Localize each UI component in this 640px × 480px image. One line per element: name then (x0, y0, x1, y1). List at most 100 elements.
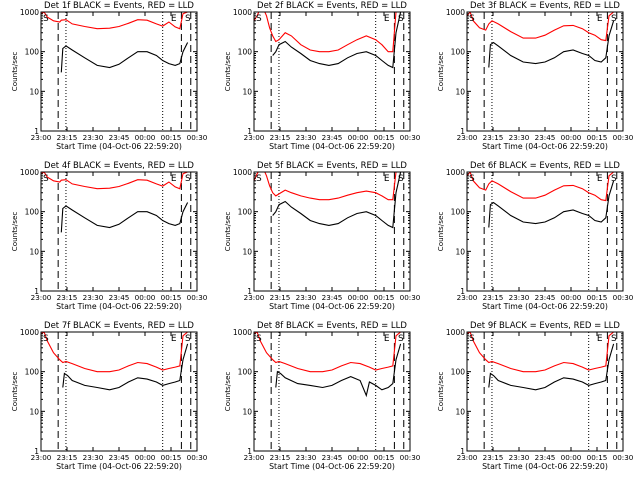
x-tick-label: 23:00 (457, 453, 478, 462)
y-tick-label: 100 (25, 48, 40, 57)
x-tick-label: 23:45 (109, 453, 130, 462)
event-marker-label: S (611, 14, 617, 24)
x-tick-label: 00:15 (161, 293, 182, 302)
x-axis-label: Start Time (04-Oct-06 22:59:20) (56, 142, 182, 151)
series-line-events (272, 12, 402, 69)
chart-title: Det 9f BLACK = Events, RED = LLD (470, 321, 620, 331)
series-line-lld (467, 12, 614, 42)
detector-chart: Det 9f BLACK = Events, RED = LLD 1 10 100 10… (436, 321, 634, 471)
event-marker-label: S (256, 334, 262, 344)
x-tick-label: 00:00 (561, 133, 582, 142)
series-line-events (60, 202, 189, 233)
x-tick-label: 00:15 (587, 133, 608, 142)
plot-area (41, 172, 192, 291)
event-marker-label: S (43, 334, 49, 344)
chart-title: Det 7f BLACK = Events, RED = LLD (44, 321, 194, 331)
event-marker-label: S (398, 14, 404, 24)
x-tick-label: 00:30 (187, 293, 208, 302)
y-tick-label: 1 (460, 447, 465, 456)
y-tick-label: 10 (29, 407, 39, 416)
event-marker-label: S (256, 174, 262, 184)
series-line-lld (41, 12, 188, 30)
y-tick-label: 100 (238, 48, 253, 57)
y-tick-label: 100 (238, 208, 253, 217)
x-tick-label: 23:30 (83, 293, 104, 302)
x-tick-label: 23:00 (244, 293, 265, 302)
plot-area (467, 12, 618, 131)
x-axis-label: Start Time (04-Oct-06 22:59:20) (56, 302, 182, 311)
y-tick-label: 100 (25, 368, 40, 377)
x-tick-label: 00:15 (587, 453, 608, 462)
y-tick-label: 1000 (233, 168, 252, 177)
y-tick-label: 100 (451, 48, 466, 57)
event-marker-label: S (611, 174, 617, 184)
x-tick-label: 23:30 (509, 293, 530, 302)
y-tick-label: 100 (25, 208, 40, 217)
plot-frame (466, 171, 624, 292)
detector-chart: Det 5f BLACK = Events, RED = LLD 1 10 100 10… (223, 161, 421, 311)
event-marker-label: S (256, 14, 262, 24)
x-tick-label: 00:00 (135, 293, 156, 302)
y-tick-label: 1 (247, 447, 252, 456)
plot-frame (40, 11, 198, 132)
x-tick-label: 23:45 (322, 453, 343, 462)
series-line-events (488, 180, 615, 228)
x-tick-label: 00:15 (374, 133, 395, 142)
y-tick-label: 100 (451, 368, 466, 377)
x-tick-label: 23:00 (457, 133, 478, 142)
x-axis-label: Start Time (04-Oct-06 22:59:20) (56, 462, 182, 471)
event-marker-label: S (469, 174, 475, 184)
event-marker-label: S (185, 174, 191, 184)
series-line-events (62, 343, 189, 391)
x-axis-label: Start Time (04-Oct-06 22:59:20) (482, 142, 608, 151)
x-tick-label: 23:45 (109, 133, 130, 142)
series-line-lld (41, 172, 188, 190)
x-tick-label: 00:00 (561, 453, 582, 462)
x-tick-label: 23:00 (244, 453, 265, 462)
x-tick-label: 23:00 (31, 293, 52, 302)
x-tick-label: 23:00 (244, 133, 265, 142)
x-tick-label: 00:15 (587, 293, 608, 302)
x-tick-label: 23:15 (270, 293, 291, 302)
event-marker-label: E (597, 14, 603, 24)
x-tick-label: 23:30 (509, 133, 530, 142)
y-axis-label: Counts/sec (223, 212, 232, 252)
plot-frame (40, 331, 198, 452)
y-axis-label: Counts/sec (436, 212, 445, 252)
x-tick-label: 00:30 (400, 453, 421, 462)
series-line-events (488, 20, 615, 68)
event-marker-label: E (384, 174, 390, 184)
x-axis-label: Start Time (04-Oct-06 22:59:20) (269, 462, 395, 471)
detector-chart: Det 4f BLACK = Events, RED = LLD 1 10 100 10… (10, 161, 208, 311)
x-tick-label: 23:45 (535, 133, 556, 142)
detector-chart: Det 2f BLACK = Events, RED = LLD 1 10 100 10… (223, 1, 421, 151)
y-tick-label: 1000 (446, 168, 465, 177)
x-tick-label: 23:45 (322, 293, 343, 302)
plot-frame (466, 331, 624, 452)
y-tick-label: 100 (451, 208, 466, 217)
x-tick-label: 00:30 (400, 133, 421, 142)
x-tick-label: 00:30 (613, 133, 634, 142)
event-marker-label: S (469, 14, 475, 24)
detector-chart: Det 7f BLACK = Events, RED = LLD 1 10 100 10… (10, 321, 208, 471)
chart-title: Det 8f BLACK = Events, RED = LLD (257, 321, 407, 331)
detector-chart: Det 1f BLACK = Events, RED = LLD 1 10 100 10… (10, 1, 208, 151)
event-marker-label: E (384, 14, 390, 24)
series-line-events (275, 343, 402, 398)
series-line-events (60, 42, 189, 73)
x-tick-label: 23:15 (483, 293, 504, 302)
event-marker-label: S (185, 14, 191, 24)
plot-area (467, 172, 618, 291)
y-axis-label: Counts/sec (436, 52, 445, 92)
x-tick-label: 23:45 (535, 293, 556, 302)
plot-frame (253, 171, 411, 292)
x-tick-label: 23:15 (483, 133, 504, 142)
y-tick-label: 1000 (20, 8, 39, 17)
plot-area (254, 332, 405, 451)
y-axis-label: Counts/sec (10, 212, 19, 252)
chart-title: Det 6f BLACK = Events, RED = LLD (470, 161, 620, 171)
x-tick-label: 23:30 (509, 453, 530, 462)
event-marker-label: S (185, 334, 191, 344)
x-tick-label: 00:00 (348, 133, 369, 142)
x-tick-label: 23:15 (57, 293, 78, 302)
